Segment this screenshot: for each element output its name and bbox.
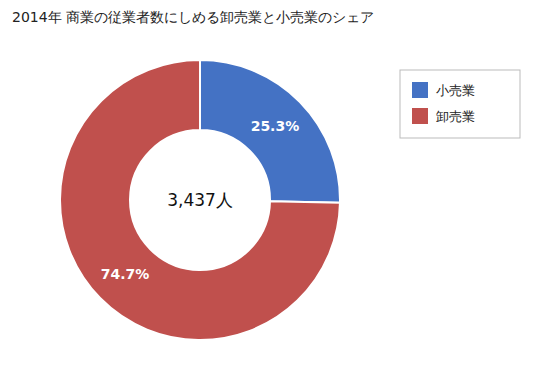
legend-swatch	[412, 82, 428, 98]
legend-frame	[400, 70, 520, 138]
slice	[200, 60, 340, 203]
center-text: 3,437人	[167, 190, 233, 210]
data-label: 25.3%	[251, 118, 300, 134]
legend: 小売業卸売業	[400, 70, 520, 138]
slices	[60, 60, 340, 340]
slice	[60, 60, 340, 340]
title: 2014年 商業の従業者数にしめる卸売業と小売業のシェア	[12, 9, 374, 25]
data-labels: 25.3% 74.7%	[101, 118, 299, 281]
chart-svg: 2014年 商業の従業者数にしめる卸売業と小売業のシェア 25.3% 74.7% 3,…	[0, 0, 560, 366]
legend-label: 卸売業	[436, 109, 475, 124]
legend-swatch	[412, 108, 428, 124]
chart-container: 2014年 商業の従業者数にしめる卸売業と小売業のシェア 25.3% 74.7% 3,…	[0, 0, 560, 366]
data-label: 74.7%	[101, 266, 150, 282]
legend-label: 小売業	[436, 83, 475, 98]
